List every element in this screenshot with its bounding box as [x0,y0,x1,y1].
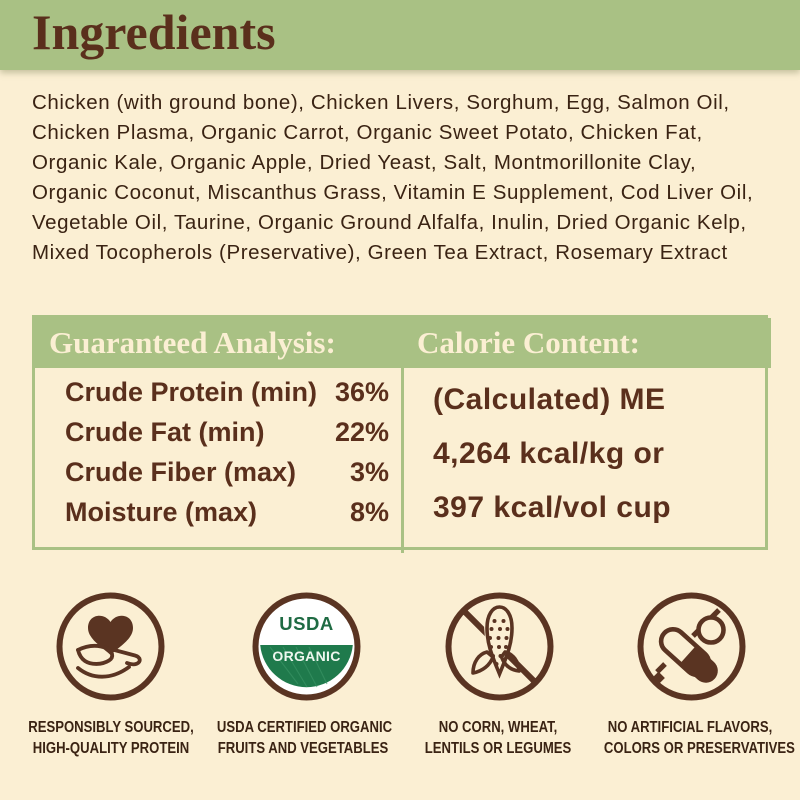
svg-text:USDA: USDA [279,613,333,634]
svg-text:ORGANIC: ORGANIC [272,648,340,664]
